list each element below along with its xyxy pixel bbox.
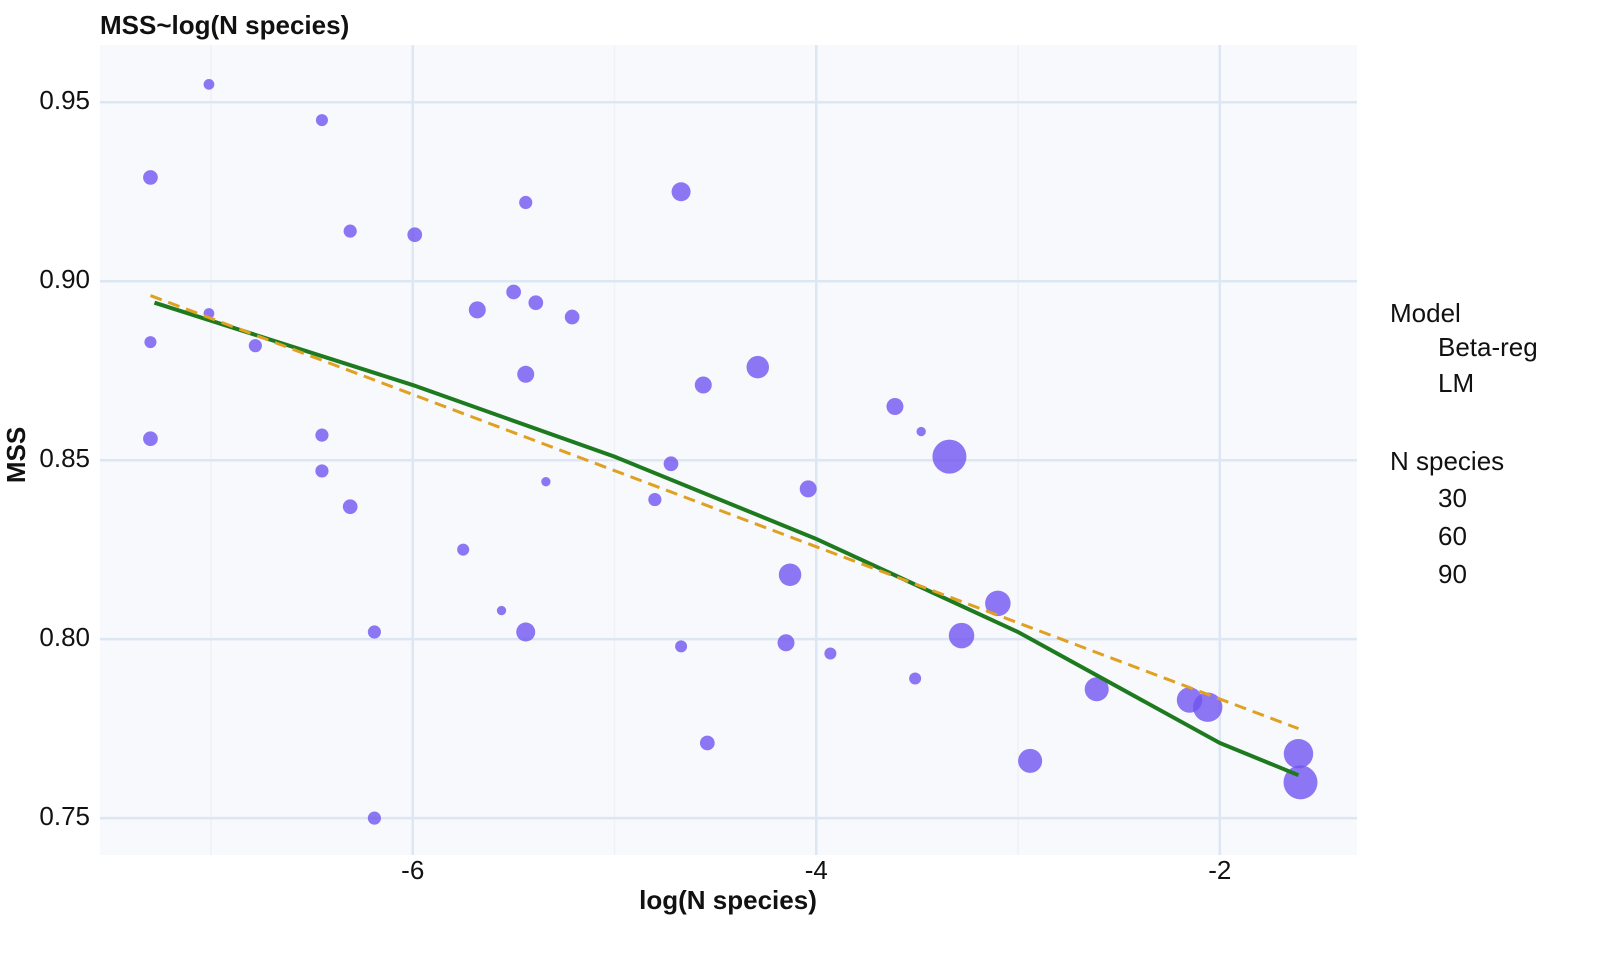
- legend-label: Beta-reg: [1438, 332, 1538, 362]
- bubble: [564, 309, 580, 325]
- bubble: [315, 464, 329, 478]
- x-tick-label: -4: [805, 855, 828, 885]
- bubble: [824, 647, 837, 660]
- plot-background: [100, 45, 1357, 855]
- bubble: [699, 735, 715, 751]
- y-axis-label: MSS: [1, 427, 31, 483]
- bubble: [675, 640, 688, 653]
- bubble: [1084, 677, 1109, 702]
- size-legend-label: 30: [1438, 483, 1467, 513]
- x-axis-label: log(N species): [639, 885, 817, 915]
- bubble: [778, 563, 802, 586]
- y-tick-label: 0.80: [39, 622, 90, 652]
- bubble: [496, 605, 507, 616]
- bubble: [516, 622, 536, 642]
- bubble: [519, 195, 533, 210]
- bubble: [541, 477, 551, 487]
- bubble: [143, 431, 158, 447]
- bubble: [648, 492, 662, 507]
- bubble: [367, 625, 381, 639]
- bubble: [746, 355, 770, 379]
- bubble: [1192, 692, 1223, 722]
- bubble: [694, 376, 712, 394]
- bubble: [886, 398, 904, 416]
- size-legend-title: N species: [1390, 446, 1504, 476]
- bubble: [407, 227, 423, 243]
- x-tick-label: -6: [401, 855, 424, 885]
- x-tick-label: -2: [1208, 855, 1231, 885]
- legend-label: LM: [1438, 368, 1474, 398]
- legend-title: Model: [1390, 298, 1461, 328]
- bubble: [203, 78, 215, 90]
- bubble: [777, 634, 795, 652]
- bubble: [528, 295, 544, 311]
- bubble: [1283, 738, 1314, 769]
- bubble: [315, 428, 329, 442]
- y-tick-label: 0.95: [39, 85, 90, 115]
- fit-line: [153, 300, 1300, 778]
- size-legend-label: 60: [1438, 521, 1467, 551]
- bubble: [909, 672, 922, 685]
- size-legend-label: 90: [1438, 559, 1467, 589]
- y-tick-label: 0.75: [39, 801, 90, 831]
- bubble: [517, 365, 535, 383]
- y-tick-label: 0.90: [39, 264, 90, 294]
- bubble: [367, 811, 381, 825]
- bubble: [144, 336, 157, 349]
- bubble: [663, 456, 679, 472]
- bubble: [1018, 748, 1043, 773]
- bubble: [315, 114, 328, 127]
- chart-title: MSS~log(N species): [100, 10, 349, 40]
- bubble: [916, 426, 926, 437]
- bubble: [671, 182, 691, 202]
- bubble: [342, 499, 358, 515]
- bubble: [985, 590, 1011, 617]
- fit-line: [149, 294, 1300, 731]
- bubble: [468, 301, 486, 319]
- bubble: [143, 170, 158, 185]
- bubble: [799, 480, 817, 498]
- bubble: [343, 224, 357, 238]
- y-tick-label: 0.85: [39, 443, 90, 473]
- bubble: [948, 622, 975, 649]
- bubble: [248, 339, 262, 353]
- bubble: [506, 284, 521, 300]
- bubble: [932, 439, 967, 474]
- bubble: [457, 543, 470, 556]
